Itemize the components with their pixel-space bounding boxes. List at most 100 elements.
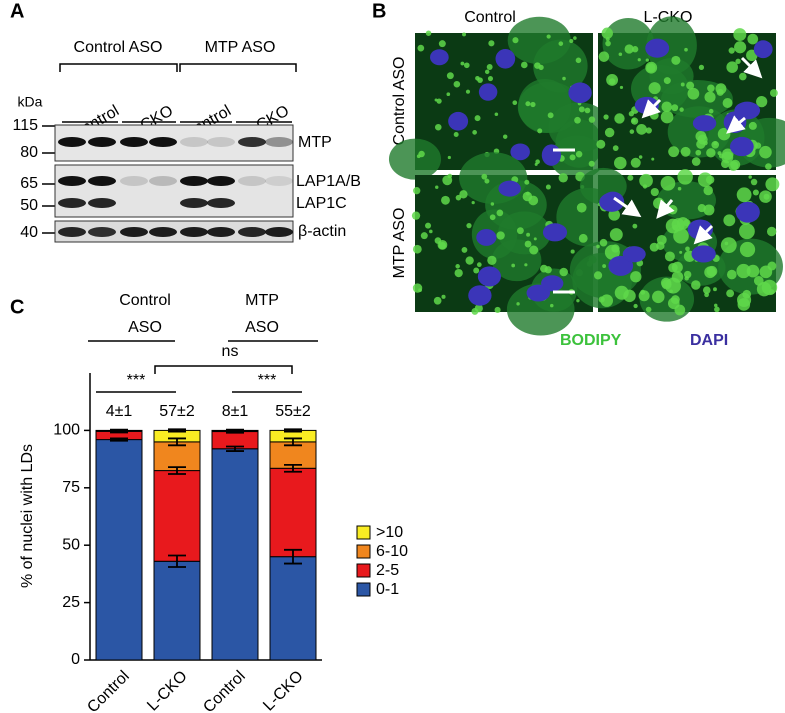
lipid-droplet — [702, 286, 711, 294]
lipid-droplet — [455, 264, 460, 269]
y-tick-label: 75 — [62, 479, 80, 496]
lipid-droplet — [512, 37, 519, 44]
nucleus — [498, 180, 521, 197]
lipid-droplet — [638, 290, 650, 302]
blot-band — [180, 176, 208, 186]
lipid-droplet — [704, 292, 709, 298]
lipid-droplet — [425, 30, 432, 36]
micrographs — [388, 16, 785, 336]
legend-swatch — [356, 525, 371, 540]
bar-segment — [95, 439, 143, 661]
lipid-droplet — [540, 264, 548, 273]
lipid-droplet — [650, 187, 659, 197]
legend-label: 6-10 — [376, 543, 408, 560]
lipid-droplet — [697, 204, 706, 213]
lipid-droplet — [516, 302, 520, 306]
lipid-droplet — [686, 81, 695, 90]
nucleus — [608, 255, 634, 276]
lipid-droplet — [578, 106, 585, 113]
nucleus — [622, 246, 646, 263]
lipid-droplet — [734, 41, 747, 54]
legend-swatch — [356, 563, 371, 578]
legend-swatch — [356, 544, 371, 559]
lipid-droplet — [434, 123, 442, 131]
lipid-droplet — [569, 38, 574, 44]
lipid-droplet — [765, 163, 772, 170]
mw-marker: 80 — [20, 144, 38, 161]
cell — [507, 16, 571, 64]
blot-band — [180, 227, 208, 237]
panel-label: B — [372, 0, 386, 22]
lipid-droplet — [534, 162, 538, 166]
error-bar — [168, 437, 186, 447]
blot-band — [238, 227, 266, 237]
stain-label: DAPI — [690, 332, 728, 349]
lipid-droplet — [671, 55, 681, 65]
nucleus — [541, 275, 564, 292]
lipid-droplet — [429, 229, 433, 234]
lipid-droplet — [715, 83, 727, 95]
blot-band — [265, 227, 293, 237]
nucleus — [691, 245, 716, 263]
arrow — [641, 98, 662, 119]
y-tick-label: 50 — [62, 536, 80, 553]
error-bar — [168, 428, 186, 433]
x-tick-label: L-CKO — [144, 668, 191, 713]
lipid-droplet — [695, 130, 707, 142]
y-tick-label: 25 — [62, 594, 80, 611]
protein-label: LAP1C — [296, 195, 347, 212]
blot-band — [120, 176, 148, 186]
lipid-droplet — [526, 232, 531, 237]
lipid-droplet — [663, 77, 671, 85]
lipid-droplet — [596, 244, 600, 249]
protein-label: LAP1A/B — [296, 173, 361, 190]
lipid-droplet — [651, 157, 655, 161]
arrow — [693, 224, 714, 245]
lipid-droplet — [629, 129, 635, 134]
lipid-droplet — [420, 232, 428, 240]
nucleus — [599, 192, 625, 212]
lipid-droplet — [588, 160, 595, 167]
lipid-droplet — [465, 89, 471, 94]
lipid-droplet — [736, 187, 752, 203]
nucleus — [735, 201, 760, 223]
lipid-droplet — [711, 140, 720, 149]
blot-band — [58, 198, 86, 208]
arrow — [740, 56, 763, 79]
lipid-droplet — [708, 108, 714, 114]
lipid-droplet — [441, 195, 450, 205]
lipid-droplet — [474, 115, 481, 122]
lipid-droplet — [728, 47, 735, 54]
lipid-droplet — [691, 157, 701, 166]
lipid-droplet — [619, 85, 624, 90]
x-tick-label: L-CKO — [260, 668, 307, 713]
lipid-droplet — [748, 121, 757, 130]
lipid-droplet — [608, 209, 621, 221]
lipid-droplet — [524, 240, 532, 248]
x-tick-label: Control — [84, 668, 133, 713]
bar-segment — [211, 448, 259, 661]
blot-band — [238, 137, 266, 147]
lipid-droplet — [736, 263, 751, 279]
lipid-droplet — [756, 281, 772, 297]
lipid-droplet — [463, 62, 470, 69]
lipid-droplet — [600, 294, 614, 307]
lipid-droplet — [474, 304, 483, 313]
lipid-droplet — [524, 263, 528, 267]
lipid-droplet — [484, 69, 490, 75]
lipid-droplet — [667, 205, 678, 215]
lipid-droplet — [677, 169, 693, 185]
lipid-droplet — [520, 61, 528, 69]
mw-unit: kDa — [18, 94, 43, 110]
lipid-droplet — [618, 52, 623, 56]
lipid-droplet — [436, 98, 442, 104]
blot-band — [58, 176, 86, 186]
lipid-droplet — [723, 214, 736, 227]
lipid-droplet — [413, 187, 421, 195]
lipid-droplet — [558, 173, 568, 183]
lipid-droplet — [639, 173, 653, 188]
blot-band — [207, 137, 235, 147]
lipid-droplet — [728, 160, 739, 171]
lipid-droplet — [679, 107, 684, 112]
